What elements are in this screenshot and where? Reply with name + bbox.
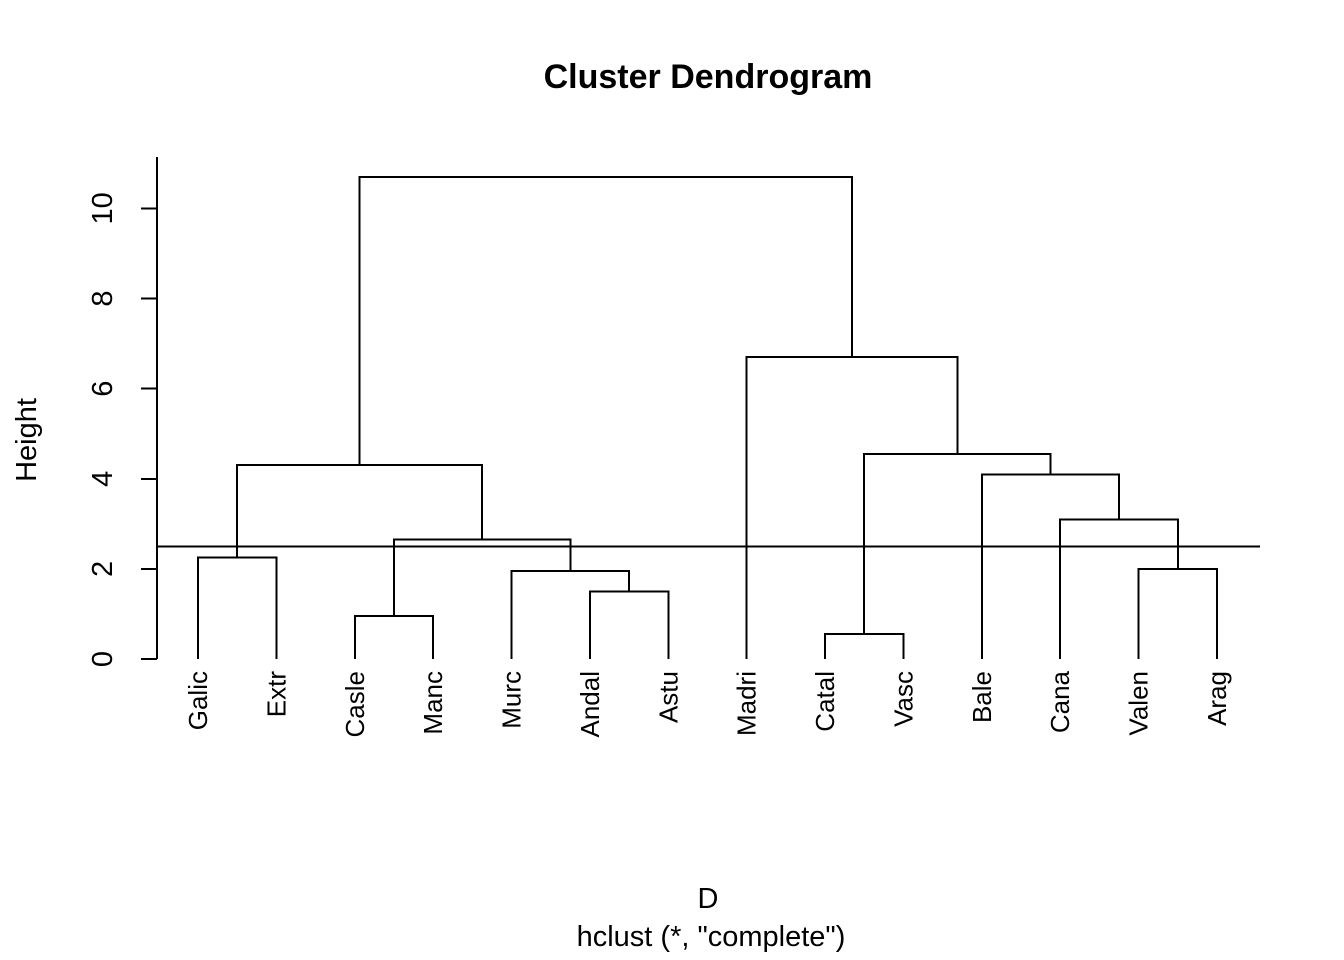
y-axis-tick-label: 2 — [87, 561, 119, 577]
dendrogram-link — [392, 538, 572, 617]
dendrogram-link — [1137, 567, 1218, 659]
leaf-label: Extr — [261, 671, 291, 718]
leaf-label: Manc — [418, 671, 448, 735]
dendrogram-link — [824, 633, 905, 659]
y-axis-tick-label: 4 — [87, 471, 119, 487]
leaf-label: Madri — [732, 671, 762, 736]
dendrogram-link — [353, 615, 435, 659]
y-axis-tick-label: 8 — [87, 290, 119, 306]
leaf-label: Astu — [653, 671, 683, 723]
leaf-label: Vasc — [888, 671, 918, 727]
dendrogram-link — [745, 356, 959, 659]
leaf-label: Arag — [1202, 671, 1232, 726]
dendrogram-link — [358, 175, 853, 466]
y-axis-tick-label: 6 — [87, 381, 119, 397]
y-axis-tick-label: 0 — [87, 651, 119, 667]
dendrogram-link — [863, 452, 1052, 635]
leaf-label: Valen — [1124, 671, 1154, 736]
y-axis-tick-label: 10 — [87, 192, 119, 224]
dendrogram-link — [588, 590, 670, 659]
leaf-label: Bale — [967, 671, 997, 723]
chart-title: Cluster Dendrogram — [544, 58, 873, 96]
chart-subtitle: hclust (*, "complete") — [577, 921, 846, 953]
dendrogram-link — [1059, 518, 1179, 659]
dendrogram-link — [980, 473, 1120, 659]
dendrogram-link — [197, 556, 278, 659]
leaf-label: Murc — [497, 671, 527, 729]
leaf-label: Casle — [340, 671, 370, 737]
dendrogram-link — [236, 464, 484, 558]
x-axis-title: D — [698, 883, 719, 915]
dendrogram-links — [197, 175, 1218, 659]
y-axis-title: Height — [11, 398, 43, 482]
leaf-label: Catal — [810, 671, 840, 732]
leaf-label: Andal — [575, 671, 605, 738]
leaf-labels: Galic Extr Casle Manc Murc Andal Astu Madri Cata… — [183, 670, 1232, 737]
leaf-label: Galic — [183, 671, 213, 730]
dendrogram-link — [510, 570, 631, 659]
leaf-label: Cana — [1045, 670, 1075, 733]
y-axis: 0 2 4 6 8 10 — [87, 157, 158, 667]
